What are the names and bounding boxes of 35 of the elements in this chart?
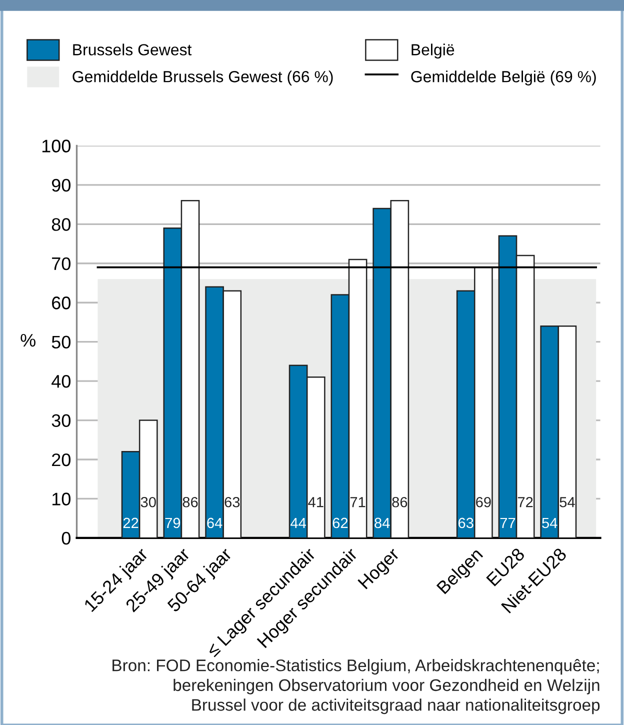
data-label: 63 — [458, 518, 474, 528]
data-label: 77 — [500, 518, 516, 528]
y-tick-label: 0 — [62, 532, 70, 545]
y-tick-label: 70 — [52, 257, 70, 270]
data-label: 64 — [207, 518, 222, 528]
data-label: 71 — [350, 497, 366, 508]
y-axis-title: % — [20, 334, 36, 347]
data-label: 86 — [392, 496, 408, 508]
y-tick-label: 80 — [52, 218, 70, 231]
y-tick-label: 60 — [52, 296, 70, 310]
legend-label: Gemiddelde Brussels Gewest (66 %) — [72, 70, 333, 86]
legend-label: Gemiddelde België (69 %) — [411, 70, 596, 86]
data-label: 86 — [182, 496, 198, 508]
data-label: 54 — [560, 497, 575, 508]
y-tick-label: 20 — [52, 453, 70, 466]
data-label: 44 — [290, 518, 306, 528]
data-label: 41 — [308, 497, 324, 508]
data-label: 63 — [224, 496, 240, 508]
data-label: 69 — [476, 496, 491, 508]
data-label: 84 — [374, 518, 390, 528]
data-label: 22 — [123, 518, 138, 528]
legend-label: Brussels Gewest — [73, 44, 192, 56]
y-tick-label: 10 — [52, 492, 70, 506]
data-label: 62 — [332, 518, 348, 528]
legend-label: België — [412, 44, 454, 59]
y-tick-label: 40 — [52, 374, 70, 388]
y-tick-label: 30 — [52, 414, 70, 428]
y-tick-label: 90 — [52, 178, 70, 192]
text: Bron: FOD Economie-Statistics Belgium, Arbeidskrachtenenquête; berekeningen Observatorium voor Gezondheid en Welzijn Brussel voor de activiteitsgraad naar nationaliteitsgroep — [112, 659, 600, 714]
y-tick-label: 50 — [52, 336, 70, 349]
data-label: 72 — [518, 496, 533, 508]
data-label: 30 — [140, 496, 156, 508]
data-label: 79 — [165, 518, 180, 528]
y-tick-label: 100 — [42, 140, 70, 152]
data-label: 54 — [542, 518, 558, 528]
